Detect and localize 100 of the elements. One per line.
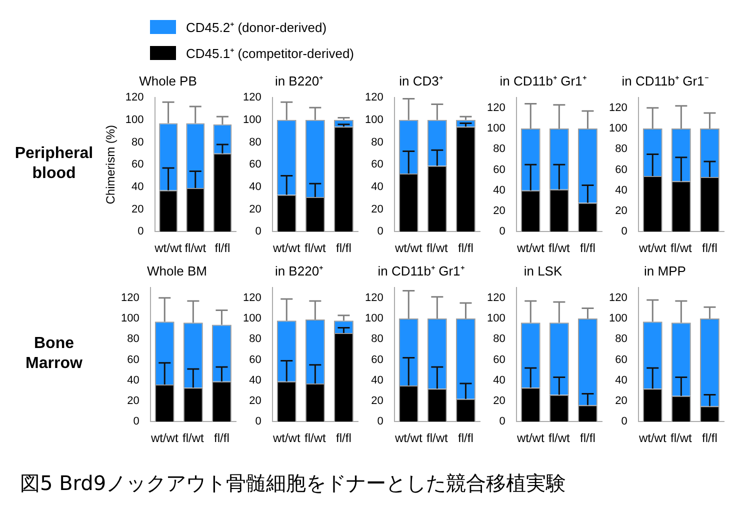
y-tick-label: 80 [127,333,140,346]
y-axis-title: Chimerism (%) [104,124,118,204]
y-tick-label: 0 [621,416,628,428]
y-tick-label: 80 [371,136,384,148]
x-tick-label: fl/fl [336,241,352,256]
x-tick-label: wt/wt [516,241,545,256]
x-tick-label: wt/wt [516,431,545,446]
x-tick-label: wt/wt [154,241,183,256]
y-tick-label: 120 [364,92,384,104]
y-tick-label: 100 [120,312,140,325]
y-tick-label: 120 [608,102,628,114]
y-tick-label: 20 [249,203,262,216]
y-tick-label: 80 [249,136,262,148]
y-tick-label: 60 [249,354,262,366]
y-tick-label: 0 [377,226,384,238]
text: Bone Marrow [24,334,84,374]
y-tick-label: 0 [138,226,144,238]
y-tick-label: 60 [127,354,140,366]
y-tick-label: 20 [132,203,144,216]
y-tick-label: 0 [255,416,262,428]
y-tick-label: 20 [493,205,506,218]
y-tick-label: 80 [615,333,628,346]
chart-title: in CD11b⁺ Gr1⁺ [500,73,586,88]
y-tick-label: 120 [242,292,262,304]
chart-title: Whole PB [139,73,197,88]
y-tick-label: 60 [132,158,144,171]
y-tick-label: 80 [249,333,262,346]
y-tick-label: 100 [486,312,506,325]
legend-label: CD45.1⁺ (competitor-derived) [186,45,354,62]
chart-title: in CD11b⁺ Gr1⁺ [378,263,464,278]
x-tick-label: fl/wt [426,431,449,446]
x-tick-label: fl/fl [214,241,230,256]
x-tick-label: fl/fl [458,241,474,256]
y-tick-label: 100 [486,122,506,135]
y-tick-label: 100 [242,312,262,325]
y-tick-label: 100 [242,114,262,126]
x-tick-label: fl/fl [336,431,352,446]
x-tick-label: fl/fl [702,241,718,256]
y-tick-label: 100 [125,114,144,126]
x-tick-label: fl/wt [184,241,207,256]
legend-label: CD45.2⁺ (donor-derived) [186,19,327,36]
y-tick-label: 120 [125,92,144,104]
x-tick-label: fl/wt [548,241,571,256]
x-tick-label: wt/wt [394,241,423,256]
y-tick-label: 40 [615,374,628,386]
y-tick-label: 80 [493,143,506,156]
y-tick-label: 0 [499,416,506,428]
y-tick-label: 60 [615,354,628,366]
y-tick-label: 0 [133,416,140,428]
y-tick-label: 40 [249,180,262,193]
y-tick-label: 20 [371,395,384,408]
y-tick-label: 120 [486,292,506,304]
chart-title: in CD3⁺ [399,73,443,88]
x-tick-label: fl/fl [580,241,596,256]
y-tick-label: 0 [499,226,506,238]
y-tick-label: 40 [615,184,628,196]
x-tick-label: wt/wt [272,431,301,446]
x-tick-label: fl/wt [670,241,693,256]
y-tick-label: 40 [132,180,144,193]
x-tick-label: fl/fl [214,431,230,446]
y-tick-label: 120 [242,92,262,104]
chart-title: in B220⁺ [274,263,324,278]
y-tick-label: 120 [120,292,140,304]
y-tick-label: 20 [615,205,628,218]
caption: 図5 Brd9ノックアウト骨髄細胞をドナーとした競合移植実験 [20,470,566,497]
y-tick-label: 20 [249,395,262,408]
y-tick-label: 40 [493,374,506,386]
x-tick-label: fl/fl [702,431,718,446]
x-tick-label: wt/wt [150,431,179,446]
y-tick-label: 20 [493,395,506,408]
y-tick-label: 0 [377,416,384,428]
y-tick-label: 100 [608,312,628,325]
y-tick-label: 0 [621,226,628,238]
x-tick-label: fl/wt [548,431,571,446]
y-tick-label: 60 [615,164,628,176]
y-tick-label: 80 [371,333,384,346]
x-tick-label: fl/fl [458,431,474,446]
y-tick-label: 60 [371,354,384,366]
y-tick-label: 60 [371,158,384,171]
y-tick-label: 40 [371,374,384,386]
y-tick-label: 0 [255,226,262,238]
y-tick-label: 40 [371,180,384,193]
x-tick-label: fl/fl [580,431,596,446]
x-tick-label: wt/wt [394,431,423,446]
y-tick-label: 40 [493,184,506,196]
y-tick-label: 120 [608,292,628,304]
chart-title: in CD11b⁺ Gr1⁻ [622,73,708,88]
y-tick-label: 60 [493,354,506,366]
y-tick-label: 60 [493,164,506,176]
chart-title: in LSK [524,263,562,278]
text: Peripheral blood [14,144,94,184]
x-tick-label: wt/wt [638,431,667,446]
y-tick-label: 60 [249,158,262,171]
x-tick-label: wt/wt [272,241,301,256]
x-tick-label: fl/wt [670,431,693,446]
y-tick-label: 100 [364,114,384,126]
y-tick-label: 20 [371,203,384,216]
y-tick-label: 100 [608,122,628,135]
y-tick-label: 120 [364,292,384,304]
y-tick-label: 80 [132,136,144,148]
